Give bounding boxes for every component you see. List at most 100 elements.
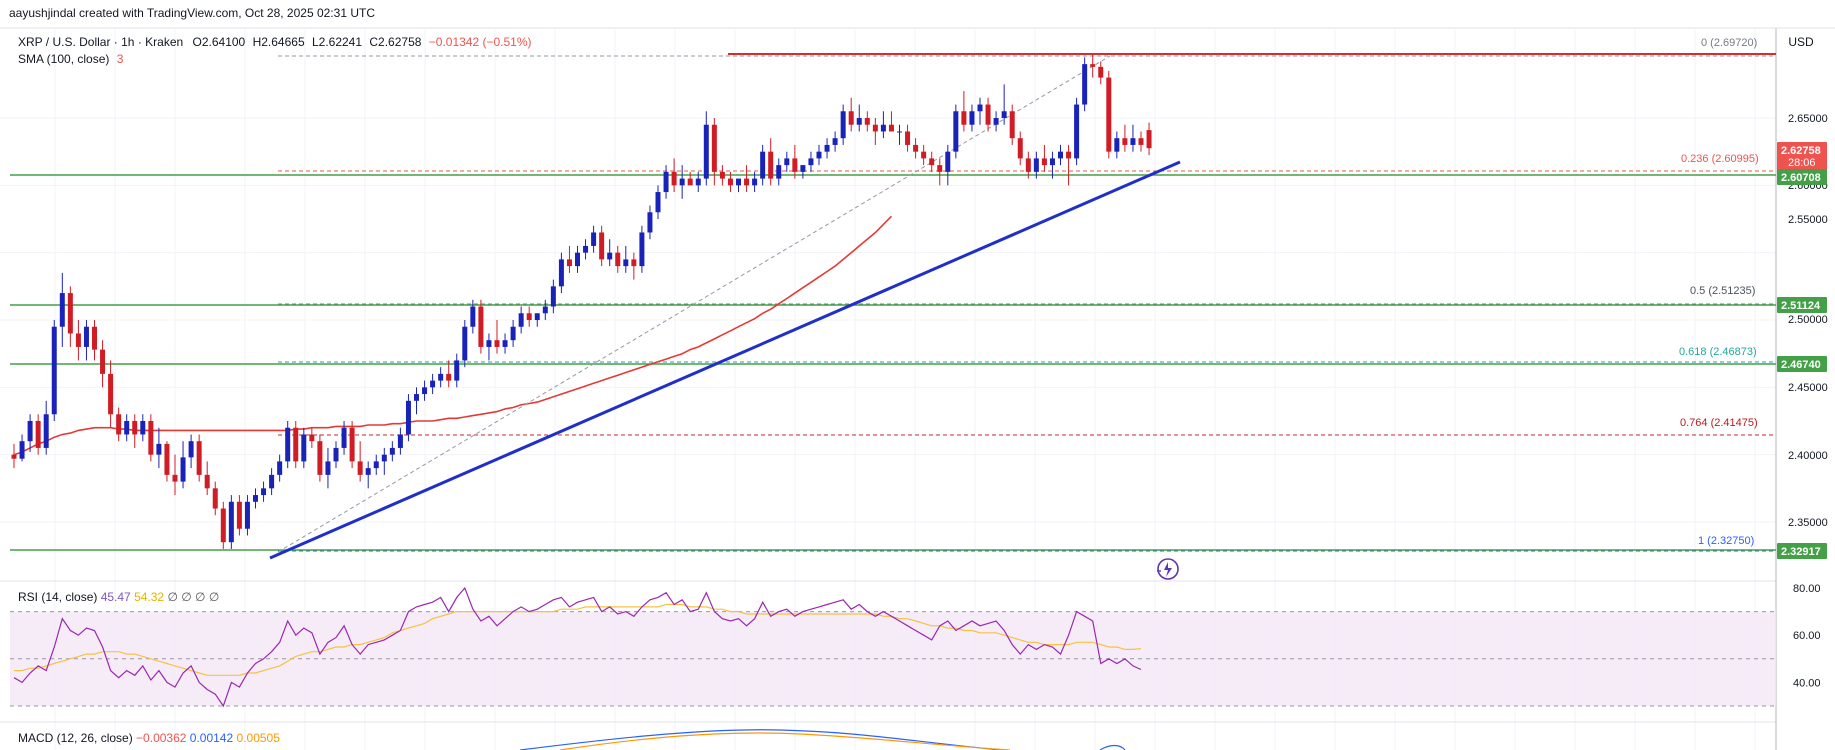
candle-body	[1041, 158, 1047, 166]
candle-body	[43, 414, 49, 448]
candle-body	[414, 394, 419, 401]
candle-body	[768, 151, 774, 179]
candle-body	[744, 178, 750, 186]
candle-body	[1017, 138, 1023, 159]
candle-body	[1058, 151, 1063, 159]
fib-diagonal	[277, 55, 1111, 553]
candle-body	[293, 427, 299, 462]
ascending-trend-line	[269, 160, 1181, 560]
candle-body	[253, 495, 258, 502]
price-label-badge	[1777, 297, 1827, 313]
candle-body	[921, 151, 927, 159]
horizontal-levels	[10, 53, 1776, 552]
candle-body	[397, 434, 403, 448]
candle-body	[736, 178, 741, 186]
macd-value: −0.00362	[136, 731, 187, 745]
rsi-label: RSI (14, close)	[18, 590, 98, 604]
open-value: O2.64100	[192, 35, 246, 49]
price-tick-label: 2.40000	[1788, 450, 1828, 462]
candle-body	[180, 457, 186, 482]
symbol-legend: XRP / U.S. Dollar · 1h · Kraken O2.64100…	[18, 35, 532, 49]
candle-body	[1001, 111, 1007, 118]
candle-body	[19, 441, 25, 459]
candle-body	[11, 454, 17, 459]
candle-body	[204, 474, 210, 489]
candle-body	[727, 178, 733, 186]
candle-body	[848, 111, 854, 125]
candle-body	[711, 124, 717, 172]
candle-body	[953, 111, 959, 152]
candle-body	[269, 474, 275, 489]
replay-icon[interactable]	[1157, 558, 1179, 580]
candle-body	[784, 158, 790, 166]
countdown-text: 28:06	[1788, 157, 1816, 169]
candle-body	[1090, 64, 1096, 67]
candle-body	[760, 151, 766, 179]
sma-legend[interactable]: SMA (100, close) 3	[18, 52, 123, 66]
candle-body	[494, 340, 500, 347]
candle-body	[325, 461, 331, 475]
candle-body	[832, 138, 838, 145]
candle-body	[719, 171, 725, 179]
candle-body	[277, 461, 283, 475]
price-label-text: 2.62758	[1781, 145, 1821, 157]
price-axis[interactable]: 2.650002.600002.550002.500002.450002.400…	[1777, 113, 1828, 689]
macd-hist-value: 0.00505	[236, 731, 280, 745]
candle-body	[236, 501, 242, 529]
candle-body	[212, 488, 218, 509]
rsi-value: 45.47	[100, 590, 131, 604]
candle-body	[405, 400, 411, 435]
candle-body	[856, 118, 862, 125]
fib-label: 0.764 (2.41475)	[1680, 417, 1758, 429]
candle-body	[462, 326, 468, 361]
candle-body	[937, 165, 943, 172]
candle-body	[1082, 64, 1088, 105]
candle-body	[534, 313, 540, 320]
candle-body	[929, 158, 935, 166]
candle-body	[124, 421, 130, 435]
candle-body	[558, 259, 564, 287]
macd-line	[519, 729, 1001, 750]
candle-body	[349, 427, 355, 462]
fib-retracement-dashed-line	[277, 55, 1111, 553]
candle-body	[196, 441, 202, 475]
fib-label: 0.236 (2.60995)	[1681, 153, 1759, 165]
macd-signal-line	[559, 732, 1011, 750]
candle-body	[470, 306, 476, 327]
trend-line[interactable]	[269, 160, 1181, 560]
rsi-pane	[13, 586, 1142, 708]
fib-label: 1 (2.32750)	[1698, 535, 1754, 547]
fib-label: 0.618 (2.46873)	[1679, 346, 1757, 358]
candle-body	[1009, 111, 1015, 139]
candle-body	[333, 447, 339, 462]
candle-body	[341, 427, 347, 448]
macd-pane	[519, 729, 1126, 750]
candle-body	[752, 178, 758, 186]
macd-legend[interactable]: MACD (12, 26, close) −0.00362 0.00142 0.…	[18, 731, 280, 745]
candle-body	[438, 373, 444, 381]
candle-body	[993, 118, 999, 125]
candle-body	[486, 340, 492, 347]
candle-body	[188, 441, 194, 458]
candle-body	[1130, 138, 1136, 145]
rsi-tick-label: 40.00	[1793, 677, 1821, 689]
symbol-title[interactable]: XRP / U.S. Dollar · 1h · Kraken	[18, 35, 184, 49]
rsi-extra-values: ∅ ∅ ∅ ∅	[167, 590, 220, 604]
macd-signal-value: 0.00142	[189, 731, 234, 745]
candle-body	[663, 171, 669, 193]
currency-label[interactable]: USD	[1788, 35, 1814, 49]
candle-body	[776, 165, 782, 179]
price-tick-label: 2.65000	[1788, 113, 1828, 125]
candle-body	[1138, 138, 1144, 145]
rsi-legend[interactable]: RSI (14, close) 45.47 54.32 ∅ ∅ ∅ ∅	[18, 590, 219, 604]
candle-body	[244, 501, 250, 529]
candle-body	[51, 326, 57, 415]
sma-value: 3	[116, 52, 124, 66]
candle-body	[816, 151, 822, 159]
candle-body	[285, 427, 291, 462]
candle-body	[75, 333, 81, 347]
candle-body	[373, 461, 379, 469]
sma-100-line	[13, 215, 893, 456]
candle-body	[365, 468, 371, 475]
